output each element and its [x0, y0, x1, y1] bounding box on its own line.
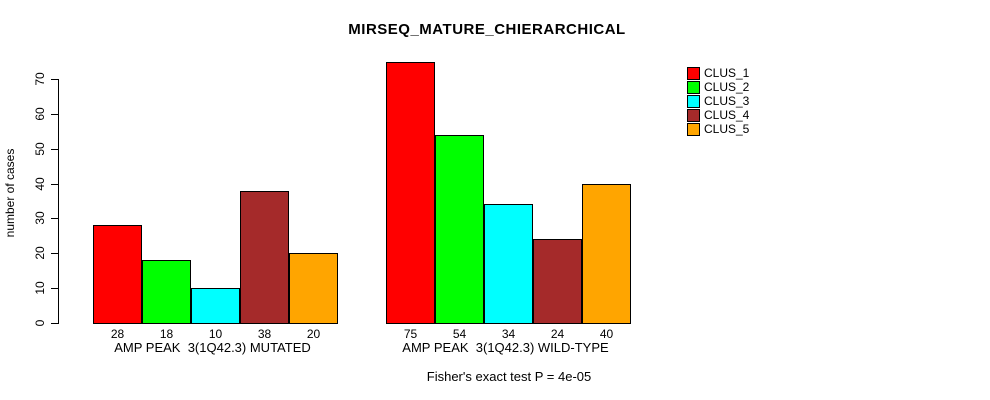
bar-value-label: 28	[110, 327, 125, 341]
bar-value-label: 40	[599, 327, 614, 341]
legend-label-clus_2: CLUS_2	[704, 80, 750, 94]
y-tick-label: 60	[33, 107, 47, 121]
legend-label-clus_3: CLUS_3	[704, 94, 750, 108]
group-label: AMP PEAK 3(1Q42.3) MUTATED	[114, 340, 311, 355]
y-tick-label: 30	[33, 211, 47, 225]
chart-title: MIRSEQ_MATURE_CHIERARCHICAL	[348, 21, 626, 38]
legend-swatch-clus_3	[687, 95, 700, 108]
legend-swatch-clus_4	[687, 109, 700, 122]
y-tick	[51, 253, 58, 254]
bar-clus_4	[240, 191, 289, 324]
y-tick-label: 40	[33, 177, 47, 191]
bar-value-label: 75	[403, 327, 418, 341]
legend-swatch-clus_1	[687, 67, 700, 80]
y-tick-label: 10	[33, 281, 47, 295]
bar-clus_1	[386, 62, 435, 324]
y-tick	[51, 79, 58, 80]
bar-value-label: 10	[208, 327, 223, 341]
bar-clus_3	[191, 288, 240, 324]
y-tick-label: 50	[33, 142, 47, 156]
bar-value-label: 20	[306, 327, 321, 341]
y-tick	[51, 288, 58, 289]
bar-clus_5	[582, 184, 631, 324]
y-tick	[51, 149, 58, 150]
bar-clus_2	[142, 260, 191, 324]
bar-value-label: 24	[550, 327, 565, 341]
bar-value-label: 54	[452, 327, 467, 341]
bar-clus_3	[484, 204, 533, 324]
y-tick	[51, 114, 58, 115]
y-tick-label: 20	[33, 246, 47, 260]
bar-clus_4	[533, 239, 582, 324]
footnote-fisher-test: Fisher's exact test P = 4e-05	[426, 369, 592, 384]
legend-label-clus_1: CLUS_1	[704, 66, 750, 80]
y-tick	[51, 218, 58, 219]
y-tick	[51, 184, 58, 185]
bar-clus_2	[435, 135, 484, 324]
legend-swatch-clus_2	[687, 81, 700, 94]
y-axis-label: number of cases	[3, 148, 17, 238]
bar-value-label: 34	[501, 327, 516, 341]
y-axis-line	[58, 78, 59, 324]
bar-value-label: 18	[159, 327, 174, 341]
y-tick-label: 70	[33, 72, 47, 86]
legend-label-clus_4: CLUS_4	[704, 108, 750, 122]
y-tick-label: 0	[33, 319, 47, 327]
bar-clus_1	[93, 225, 142, 324]
bar-clus_5	[289, 253, 338, 324]
legend-swatch-clus_5	[687, 123, 700, 136]
y-tick	[51, 323, 58, 324]
legend-label-clus_5: CLUS_5	[704, 122, 750, 136]
group-label: AMP PEAK 3(1Q42.3) WILD-TYPE	[402, 340, 609, 355]
bar-value-label: 38	[257, 327, 272, 341]
